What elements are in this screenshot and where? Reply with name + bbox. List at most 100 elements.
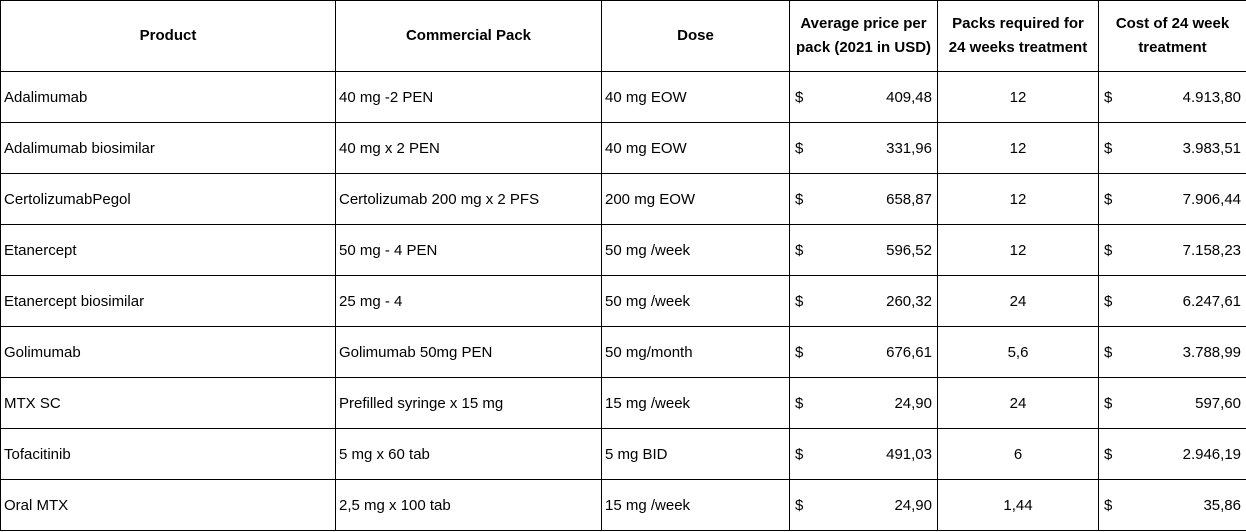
amount-value: 24,90	[894, 496, 932, 514]
currency-symbol: $	[795, 139, 804, 157]
cell-commercial-pack: 2,5 mg x 100 tab	[335, 479, 602, 531]
header-cost-24-week: Cost of 24 week treatment	[1098, 0, 1246, 72]
currency-symbol: $	[795, 343, 804, 361]
cell-commercial-pack: 40 mg -2 PEN	[335, 71, 602, 123]
header-row: Product Commercial Pack Dose Average pri…	[0, 0, 1246, 72]
cell-commercial-pack: Golimumab 50mg PEN	[335, 326, 602, 378]
table-row: Etanercept biosimilar 25 mg - 4 50 mg /wee…	[0, 275, 1246, 327]
header-product: Product	[0, 0, 336, 72]
cell-commercial-pack: Certolizumab 200 mg x 2 PFS	[335, 173, 602, 225]
amount-value: 35,86	[1203, 496, 1241, 514]
currency-symbol: $	[1104, 445, 1113, 463]
cell-packs-required: 12	[937, 71, 1099, 123]
currency-symbol: $	[795, 292, 804, 310]
currency-symbol: $	[1104, 139, 1113, 157]
amount-value: 260,32	[886, 292, 932, 310]
cell-product: Oral MTX	[0, 479, 336, 531]
cell-product: Adalimumab biosimilar	[0, 122, 336, 174]
amount-value: 491,03	[886, 445, 932, 463]
cell-commercial-pack: 40 mg x 2 PEN	[335, 122, 602, 174]
currency-symbol: $	[1104, 343, 1113, 361]
cell-packs-required: 5,6	[937, 326, 1099, 378]
cell-average-price: $24,90	[789, 377, 938, 429]
currency-symbol: $	[795, 190, 804, 208]
amount-value: 2.946,19	[1182, 445, 1241, 463]
cell-cost-24-week: $4.913,80	[1098, 71, 1246, 123]
cell-dose: 40 mg EOW	[601, 71, 790, 123]
currency-symbol: $	[795, 88, 804, 106]
cell-dose: 50 mg /week	[601, 224, 790, 276]
table-row: CertolizumabPegol Certolizumab 200 mg x 2…	[0, 173, 1246, 225]
currency-symbol: $	[795, 496, 804, 514]
cell-packs-required: 24	[937, 377, 1099, 429]
header-average-price-line2: pack (2021 in USD)	[795, 39, 932, 56]
amount-value: 658,87	[886, 190, 932, 208]
cell-packs-required: 24	[937, 275, 1099, 327]
header-dose: Dose	[601, 0, 790, 72]
cell-product: Tofacitinib	[0, 428, 336, 480]
cell-cost-24-week: $7.158,23	[1098, 224, 1246, 276]
amount-value: 24,90	[894, 394, 932, 412]
cell-cost-24-week: $3.983,51	[1098, 122, 1246, 174]
cell-packs-required: 6	[937, 428, 1099, 480]
currency-symbol: $	[1104, 190, 1113, 208]
cell-average-price: $596,52	[789, 224, 938, 276]
cell-average-price: $658,87	[789, 173, 938, 225]
header-average-price: Average price per pack (2021 in USD)	[789, 0, 938, 72]
amount-value: 409,48	[886, 88, 932, 106]
table-row: Golimumab Golimumab 50mg PEN 50 mg/month $6…	[0, 326, 1246, 378]
currency-symbol: $	[795, 241, 804, 259]
cell-product: Adalimumab	[0, 71, 336, 123]
cell-product: CertolizumabPegol	[0, 173, 336, 225]
cell-cost-24-week: $35,86	[1098, 479, 1246, 531]
cell-packs-required: 1,44	[937, 479, 1099, 531]
cell-cost-24-week: $2.946,19	[1098, 428, 1246, 480]
amount-value: 597,60	[1195, 394, 1241, 412]
cell-average-price: $491,03	[789, 428, 938, 480]
cell-dose: 15 mg /week	[601, 377, 790, 429]
cell-cost-24-week: $3.788,99	[1098, 326, 1246, 378]
header-cost-line1: Cost of 24 week	[1115, 15, 1230, 32]
cell-product: Golimumab	[0, 326, 336, 378]
cell-dose: 200 mg EOW	[601, 173, 790, 225]
amount-value: 6.247,61	[1182, 292, 1241, 310]
cell-product: Etanercept biosimilar	[0, 275, 336, 327]
cell-commercial-pack: 25 mg - 4	[335, 275, 602, 327]
currency-symbol: $	[1104, 88, 1113, 106]
cell-average-price: $676,61	[789, 326, 938, 378]
table-row: Adalimumab 40 mg -2 PEN 40 mg EOW $409,48 12…	[0, 71, 1246, 123]
cell-cost-24-week: $6.247,61	[1098, 275, 1246, 327]
table-body: Adalimumab 40 mg -2 PEN 40 mg EOW $409,48 12…	[0, 71, 1246, 531]
cell-packs-required: 12	[937, 122, 1099, 174]
currency-symbol: $	[795, 445, 804, 463]
amount-value: 331,96	[886, 139, 932, 157]
cell-commercial-pack: 5 mg x 60 tab	[335, 428, 602, 480]
cell-commercial-pack: 50 mg - 4 PEN	[335, 224, 602, 276]
header-commercial-pack: Commercial Pack	[335, 0, 602, 72]
cell-dose: 15 mg /week	[601, 479, 790, 531]
currency-symbol: $	[1104, 292, 1113, 310]
cell-cost-24-week: $597,60	[1098, 377, 1246, 429]
currency-symbol: $	[1104, 241, 1113, 259]
cell-commercial-pack: Prefilled syringe x 15 mg	[335, 377, 602, 429]
table-row: Tofacitinib 5 mg x 60 tab 5 mg BID $491,03 6…	[0, 428, 1246, 480]
amount-value: 3.788,99	[1182, 343, 1241, 361]
currency-symbol: $	[795, 394, 804, 412]
cell-dose: 50 mg/month	[601, 326, 790, 378]
cell-cost-24-week: $7.906,44	[1098, 173, 1246, 225]
amount-value: 4.913,80	[1182, 88, 1241, 106]
cell-product: MTX SC	[0, 377, 336, 429]
header-cost-line2: treatment	[1138, 39, 1207, 56]
amount-value: 596,52	[886, 241, 932, 259]
cell-dose: 5 mg BID	[601, 428, 790, 480]
header-packs-required-line2: 24 weeks treatment	[948, 39, 1088, 56]
cell-dose: 50 mg /week	[601, 275, 790, 327]
amount-value: 676,61	[886, 343, 932, 361]
header-packs-required: Packs required for 24 weeks treatment	[937, 0, 1099, 72]
cell-average-price: $409,48	[789, 71, 938, 123]
currency-symbol: $	[1104, 496, 1113, 514]
cell-average-price: $24,90	[789, 479, 938, 531]
cell-dose: 40 mg EOW	[601, 122, 790, 174]
cell-packs-required: 12	[937, 224, 1099, 276]
currency-symbol: $	[1104, 394, 1113, 412]
